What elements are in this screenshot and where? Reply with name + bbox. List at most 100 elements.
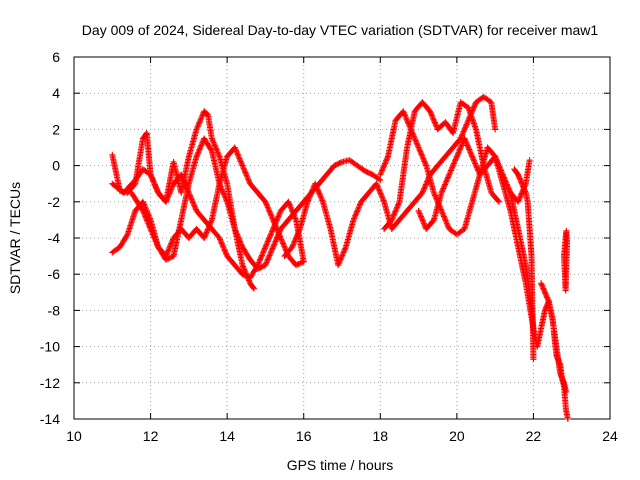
- data-point: [394, 204, 401, 211]
- x-tick-label: 16: [296, 428, 312, 444]
- data-point: [197, 145, 204, 152]
- data-point: [263, 260, 270, 267]
- data-point: [339, 252, 346, 259]
- data-point: [416, 147, 423, 154]
- data-point: [152, 182, 159, 189]
- data-point: [361, 168, 368, 175]
- data-point: [447, 168, 454, 175]
- y-tick-label: -2: [48, 194, 61, 210]
- data-point: [234, 151, 241, 158]
- data-point: [139, 206, 146, 213]
- data-point: [518, 191, 525, 198]
- data-point: [294, 261, 301, 268]
- data-point: [265, 255, 272, 262]
- data-point: [377, 190, 384, 197]
- data-point: [266, 208, 273, 215]
- data-point: [295, 228, 302, 235]
- data-point: [147, 225, 154, 232]
- data-point: [457, 143, 464, 150]
- data-point: [470, 156, 477, 163]
- data-point: [289, 242, 296, 249]
- data-point: [235, 152, 242, 159]
- data-point: [211, 141, 218, 148]
- series-sat-g: [381, 99, 502, 232]
- data-point: [164, 196, 171, 203]
- data-point: [308, 190, 315, 197]
- data-point: [274, 216, 281, 223]
- series-sat-f: [377, 108, 533, 238]
- data-point: [264, 257, 271, 264]
- data-point: [317, 193, 324, 200]
- data-point: [404, 118, 411, 125]
- data-point: [153, 185, 160, 192]
- data-point: [422, 161, 429, 168]
- data-point: [292, 215, 299, 222]
- data-point: [208, 218, 215, 225]
- data-point: [375, 184, 382, 191]
- data-point: [214, 147, 221, 154]
- data-point: [452, 157, 459, 164]
- data-point: [365, 169, 372, 176]
- data-point: [338, 253, 345, 260]
- data-point: [458, 142, 465, 149]
- data-point: [220, 244, 227, 251]
- data-point: [192, 205, 199, 212]
- data-point: [196, 119, 203, 126]
- data-point: [314, 186, 321, 193]
- data-point: [419, 154, 426, 161]
- data-point: [195, 149, 202, 156]
- data-point: [221, 246, 228, 253]
- data-point: [341, 248, 348, 255]
- data-point: [464, 142, 471, 149]
- data-point: [402, 113, 409, 120]
- data-point: [264, 202, 271, 209]
- data-point: [281, 243, 288, 250]
- data-point: [146, 224, 153, 231]
- data-point: [419, 189, 426, 196]
- data-point: [231, 225, 238, 232]
- data-point: [166, 244, 173, 251]
- data-point: [205, 225, 212, 232]
- data-point: [463, 141, 470, 148]
- data-point: [335, 260, 342, 267]
- data-point: [207, 219, 214, 226]
- data-point: [388, 216, 395, 223]
- data-point: [238, 241, 245, 248]
- data-point: [376, 189, 383, 196]
- data-point: [419, 216, 426, 223]
- data-point: [432, 192, 439, 199]
- data-point: [431, 119, 438, 126]
- x-tick-label: 24: [602, 428, 618, 444]
- data-point: [353, 209, 360, 216]
- data-point: [378, 193, 385, 200]
- data-point: [458, 132, 465, 139]
- data-point: [504, 182, 511, 189]
- data-point: [268, 246, 275, 253]
- data-point: [427, 109, 434, 116]
- data-point: [461, 125, 468, 132]
- data-point: [268, 212, 275, 219]
- data-point: [239, 162, 246, 169]
- data-point: [232, 228, 239, 235]
- y-axis-label: SDTVAR / TECUs: [7, 182, 23, 294]
- data-point: [467, 150, 474, 157]
- data-point: [415, 144, 422, 151]
- series-sat-b: [109, 166, 307, 281]
- data-point: [459, 131, 466, 138]
- data-point: [143, 216, 150, 223]
- data-point: [518, 190, 525, 197]
- data-point: [270, 242, 277, 249]
- data-point: [300, 258, 307, 265]
- data-point: [468, 152, 475, 159]
- data-point: [288, 205, 295, 212]
- data-point: [275, 231, 282, 238]
- data-point: [202, 232, 209, 239]
- data-point: [144, 217, 151, 224]
- data-point: [179, 174, 186, 181]
- data-point: [421, 158, 428, 165]
- data-point: [263, 201, 270, 208]
- data-point: [234, 231, 241, 238]
- data-point: [410, 133, 417, 140]
- data-point: [189, 199, 196, 206]
- data-point: [455, 149, 462, 156]
